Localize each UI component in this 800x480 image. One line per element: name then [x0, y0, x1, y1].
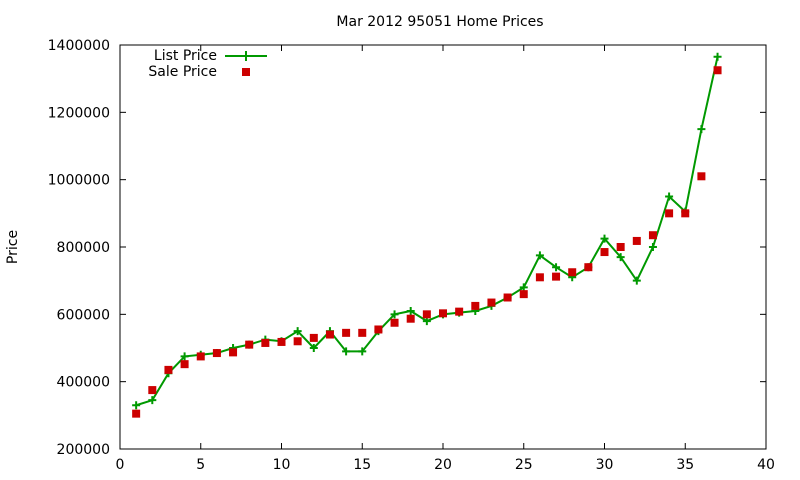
- sale-price-point: [309, 333, 318, 342]
- legend-label-sale-price: Sale Price: [148, 64, 217, 80]
- x-tick-label: 20: [434, 457, 452, 473]
- sale-price-point: [600, 248, 609, 257]
- axis-ticks: 0 5 10 15 20 25 30 35 40 200000 400000 600000 800000…: [48, 38, 775, 473]
- sale-price-point: [632, 236, 641, 245]
- sale-price-point: [616, 243, 625, 251]
- sale-price-point: [665, 209, 674, 218]
- legend-label-list-price: List Price: [154, 48, 217, 64]
- sale-price-point: [277, 337, 286, 346]
- sale-price-point: [132, 409, 141, 418]
- sale-price-point: [325, 330, 334, 339]
- sale-price-point: [212, 349, 221, 358]
- list-price-point: [132, 401, 141, 410]
- sale-price-point: [422, 310, 431, 319]
- legend-marker-sale-price: [242, 68, 250, 76]
- sale-price-point: [196, 352, 205, 361]
- x-tick-label: 25: [515, 457, 533, 473]
- x-tick-label: 15: [353, 457, 371, 473]
- list-price-point: [148, 396, 157, 405]
- sale-price-point: [358, 328, 367, 337]
- list-price-line: [135, 56, 719, 407]
- sale-price-point: [148, 386, 157, 395]
- list-price-point: [390, 310, 399, 319]
- sale-price-point: [535, 273, 544, 282]
- legend: List Price Sale Price: [148, 48, 267, 80]
- sale-price-series: [132, 66, 722, 418]
- sale-price-point: [455, 307, 464, 316]
- list-price-point: [535, 251, 544, 260]
- sale-price-point: [261, 338, 270, 347]
- y-tick-label: 600000: [57, 307, 110, 323]
- x-tick-label: 30: [596, 457, 614, 473]
- list-price-point: [358, 347, 367, 356]
- list-price-point: [309, 344, 318, 352]
- y-tick-label: 200000: [57, 442, 110, 458]
- list-price-point: [406, 306, 415, 315]
- sale-price-point: [568, 268, 577, 277]
- y-axis-label: Price: [5, 230, 21, 264]
- sale-price-point: [245, 340, 254, 349]
- sale-price-point: [519, 290, 528, 299]
- list-price-point: [293, 327, 302, 336]
- sale-price-point: [439, 309, 447, 318]
- y-tick-label: 1000000: [48, 173, 110, 189]
- list-price-point: [600, 234, 609, 243]
- sale-price-point: [648, 231, 657, 240]
- list-price-point: [648, 243, 657, 251]
- sale-price-point: [503, 293, 512, 302]
- sale-price-point: [552, 272, 561, 281]
- y-tick-label: 800000: [57, 240, 110, 256]
- list-price-point: [616, 253, 625, 262]
- sale-price-point: [584, 263, 593, 272]
- sale-price-point: [487, 298, 496, 307]
- sale-price-point: [293, 337, 302, 346]
- sale-price-point: [229, 348, 238, 357]
- sale-price-point: [406, 314, 415, 323]
- sale-price-point: [471, 301, 480, 310]
- list-price-point: [422, 317, 431, 326]
- x-tick-label: 5: [196, 457, 205, 473]
- legend-marker-list-price: [241, 51, 251, 61]
- list-price-point: [697, 125, 706, 134]
- x-tick-label: 10: [273, 457, 291, 473]
- y-tick-label: 1400000: [48, 38, 110, 54]
- sale-price-point: [713, 66, 722, 75]
- list-price-point: [713, 52, 722, 61]
- sale-price-point: [180, 360, 189, 369]
- plot-frame: [119, 44, 767, 450]
- y-tick-label: 1200000: [48, 105, 110, 121]
- list-price-point: [180, 352, 189, 361]
- list-price-point: [552, 263, 561, 272]
- list-price-point: [342, 347, 351, 356]
- y-tick-label: 400000: [57, 375, 110, 391]
- x-tick-label: 0: [116, 457, 125, 473]
- sale-price-point: [390, 318, 399, 327]
- x-tick-label: 35: [676, 457, 694, 473]
- list-price-point: [665, 192, 674, 201]
- chart-title: Mar 2012 95051 Home Prices: [336, 14, 543, 30]
- sale-price-point: [681, 209, 690, 218]
- sale-price-point: [374, 325, 383, 334]
- list-price-point: [519, 283, 528, 292]
- x-tick-label: 40: [757, 457, 775, 473]
- sale-price-point: [697, 172, 706, 181]
- sale-price-point: [342, 328, 351, 337]
- list-price-point: [632, 276, 641, 285]
- sale-price-point: [164, 365, 173, 374]
